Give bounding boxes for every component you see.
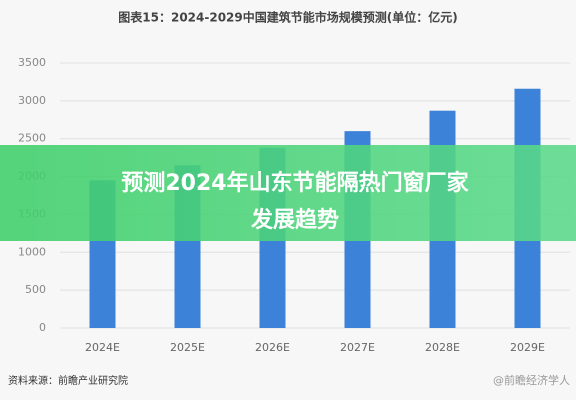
x-tick-label: 2026E (255, 341, 290, 354)
banner-bg (0, 145, 576, 241)
x-tick-label: 2024E (85, 341, 120, 354)
y-tick-label: 0 (39, 321, 46, 334)
y-tick-label: 3000 (18, 94, 46, 107)
banner-line: 预测2024年山东节能隔热门窗厂家 (121, 170, 469, 196)
x-tick-label: 2028E (425, 341, 460, 354)
y-tick-label: 500 (25, 283, 46, 296)
watermark: @前瞻经济学人 (493, 373, 570, 387)
y-tick-label: 2500 (18, 132, 46, 145)
y-tick-label: 3500 (18, 56, 46, 69)
source: 资料来源：前瞻产业研究院 (8, 374, 128, 387)
banner-line: 发展趋势 (250, 207, 339, 233)
chart-title: 图表15：2024-2029中国建筑节能市场规模预测(单位：亿元) (118, 10, 457, 25)
x-tick-label: 2025E (170, 341, 205, 354)
y-tick-label: 1000 (18, 245, 46, 258)
x-tick-label: 2029E (510, 341, 545, 354)
x-tick-label: 2027E (340, 341, 375, 354)
